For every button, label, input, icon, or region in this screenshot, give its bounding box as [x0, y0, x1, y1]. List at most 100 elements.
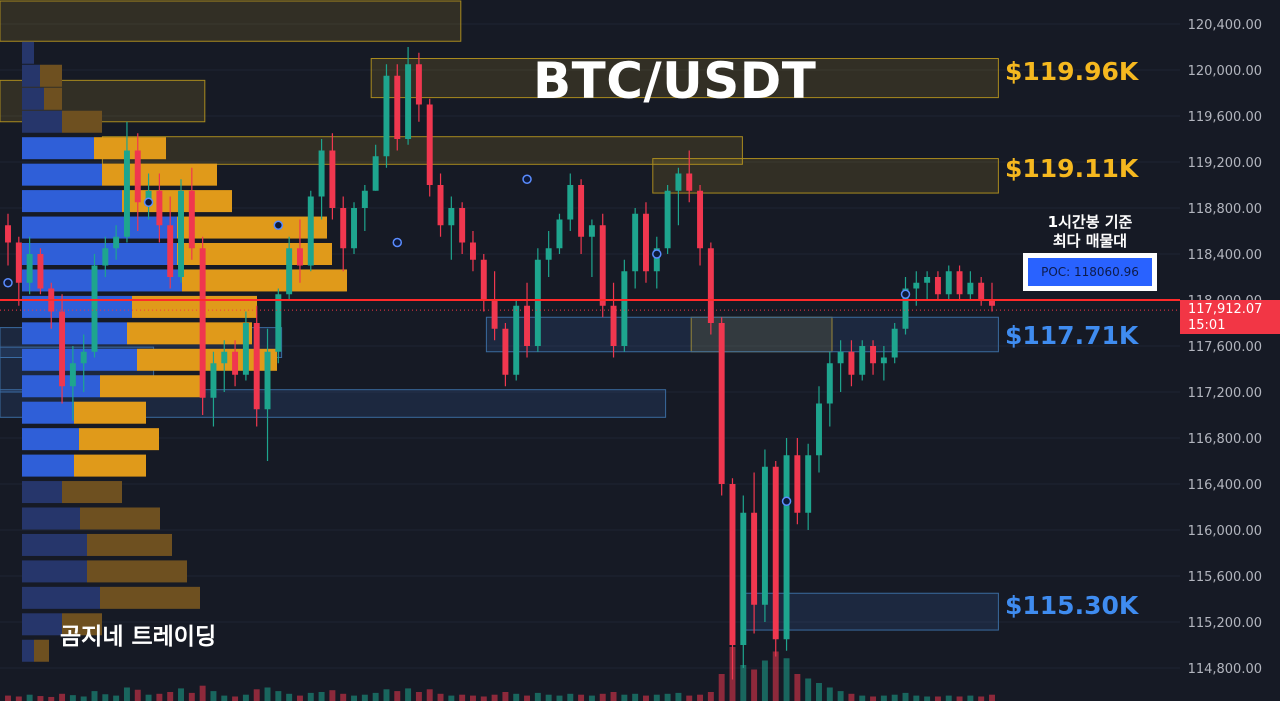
y-tick-label: 118,800.00 — [1188, 202, 1262, 217]
candle-body — [286, 248, 293, 295]
volume-profile-sell-bar — [74, 401, 146, 424]
volume-bar — [502, 692, 509, 701]
volume-bar — [210, 691, 217, 701]
volume-bar — [264, 687, 271, 701]
volume-bar — [902, 692, 909, 701]
candle-body — [524, 305, 531, 346]
volume-profile-sell-bar — [62, 110, 102, 133]
volume-bar — [632, 693, 639, 701]
volume-profile-buy-bar — [22, 401, 74, 424]
volume-profile-sell-bar — [127, 322, 252, 345]
candle-body — [199, 248, 206, 398]
volume-profile-buy-bar — [22, 348, 137, 371]
y-tick-label: 116,400.00 — [1188, 478, 1262, 493]
candle-body — [372, 156, 379, 191]
candles — [5, 47, 995, 680]
y-tick-label: 116,800.00 — [1188, 432, 1262, 447]
poc-note-line: 1시간봉 기준 — [1047, 213, 1133, 231]
volume-bar — [880, 695, 887, 701]
volume-profile-sell-bar — [100, 375, 205, 398]
y-tick-label: 120,400.00 — [1188, 18, 1262, 33]
candle-body — [469, 242, 476, 260]
volume-bar — [48, 696, 55, 701]
supply-zone — [690, 316, 833, 353]
candle-body — [534, 259, 541, 346]
volume-profile-sell-bar — [94, 137, 166, 160]
candle-body — [578, 185, 585, 237]
supply-zone — [0, 0, 462, 42]
volume-bar — [188, 692, 195, 701]
volume-bar — [545, 694, 552, 701]
candle-body — [967, 282, 974, 295]
candle-body — [816, 403, 822, 456]
volume-bar — [469, 695, 476, 701]
volume-bar — [772, 651, 779, 701]
poc-label: POC: 118060.96 — [1028, 258, 1152, 286]
volume-profile-sell-bar — [177, 216, 327, 239]
candle-body — [783, 455, 790, 640]
volume-bar — [534, 692, 541, 701]
poc-line — [0, 299, 1180, 311]
candle-body — [437, 185, 444, 226]
volume-bar — [383, 689, 390, 701]
volume-bar — [340, 693, 347, 701]
candle-body — [351, 208, 357, 249]
volume-bar — [718, 674, 725, 701]
volume-bar — [816, 683, 822, 701]
signal-marker — [900, 289, 911, 299]
y-axis-ticks: 120,400.00 120,000.00 119,600.00 119,200.00… — [1188, 18, 1262, 677]
candle-body — [405, 64, 412, 139]
candle-body — [210, 363, 217, 398]
volume-profile-buy-bar — [22, 533, 87, 556]
volume-profile-sell-bar — [137, 348, 277, 371]
volume-bar — [178, 688, 184, 701]
candle-body — [513, 305, 520, 375]
volume-bar — [15, 696, 22, 701]
key-level-label: $117.71K — [1005, 321, 1139, 350]
candle-body — [686, 173, 693, 191]
volume-profile-buy-bar — [22, 110, 62, 133]
volume-bar — [588, 695, 595, 701]
volume-bar — [286, 693, 293, 701]
current-price-tag: 117,912.07 15:01 — [1180, 300, 1280, 334]
candle-body — [978, 282, 985, 300]
volume-bar — [653, 694, 660, 701]
volume-bar — [578, 694, 585, 701]
signal-marker — [781, 496, 792, 506]
volume-profile — [22, 41, 347, 662]
candle-body — [567, 185, 574, 220]
candle-body — [415, 64, 422, 105]
poc-annotation: 1시간봉 기준 최다 매물대 — [1030, 213, 1150, 251]
volume-bar — [967, 695, 974, 701]
signal-marker — [273, 220, 284, 230]
y-tick-label: 119,600.00 — [1188, 110, 1262, 125]
candle-body — [751, 512, 758, 605]
volume-profile-buy-bar — [22, 428, 79, 451]
volume-bar — [351, 695, 357, 701]
volume-bar — [556, 695, 563, 701]
candle-body — [740, 512, 747, 645]
volume-profile-sell-bar — [40, 64, 62, 87]
volume-bar — [5, 695, 11, 701]
volume-bar — [956, 696, 963, 701]
volume-bar — [459, 694, 466, 701]
candle-body — [805, 455, 812, 513]
candle-body — [188, 190, 195, 249]
candle-body — [178, 190, 184, 277]
candle-body — [361, 190, 368, 208]
volume-profile-buy-bar — [22, 41, 34, 64]
candle-body — [902, 288, 909, 329]
volume-profile-sell-bar — [182, 269, 347, 292]
candle-body — [772, 466, 779, 640]
candle-body — [837, 351, 844, 364]
candle-body — [491, 300, 498, 329]
candle-body — [167, 225, 174, 277]
volume-bar — [329, 690, 336, 701]
candle-body — [5, 225, 11, 243]
volume-bar — [491, 694, 498, 701]
volume-bar — [426, 689, 433, 701]
volume-bar — [675, 692, 682, 701]
candle-body — [69, 363, 76, 387]
volume-profile-buy-bar — [22, 560, 87, 583]
